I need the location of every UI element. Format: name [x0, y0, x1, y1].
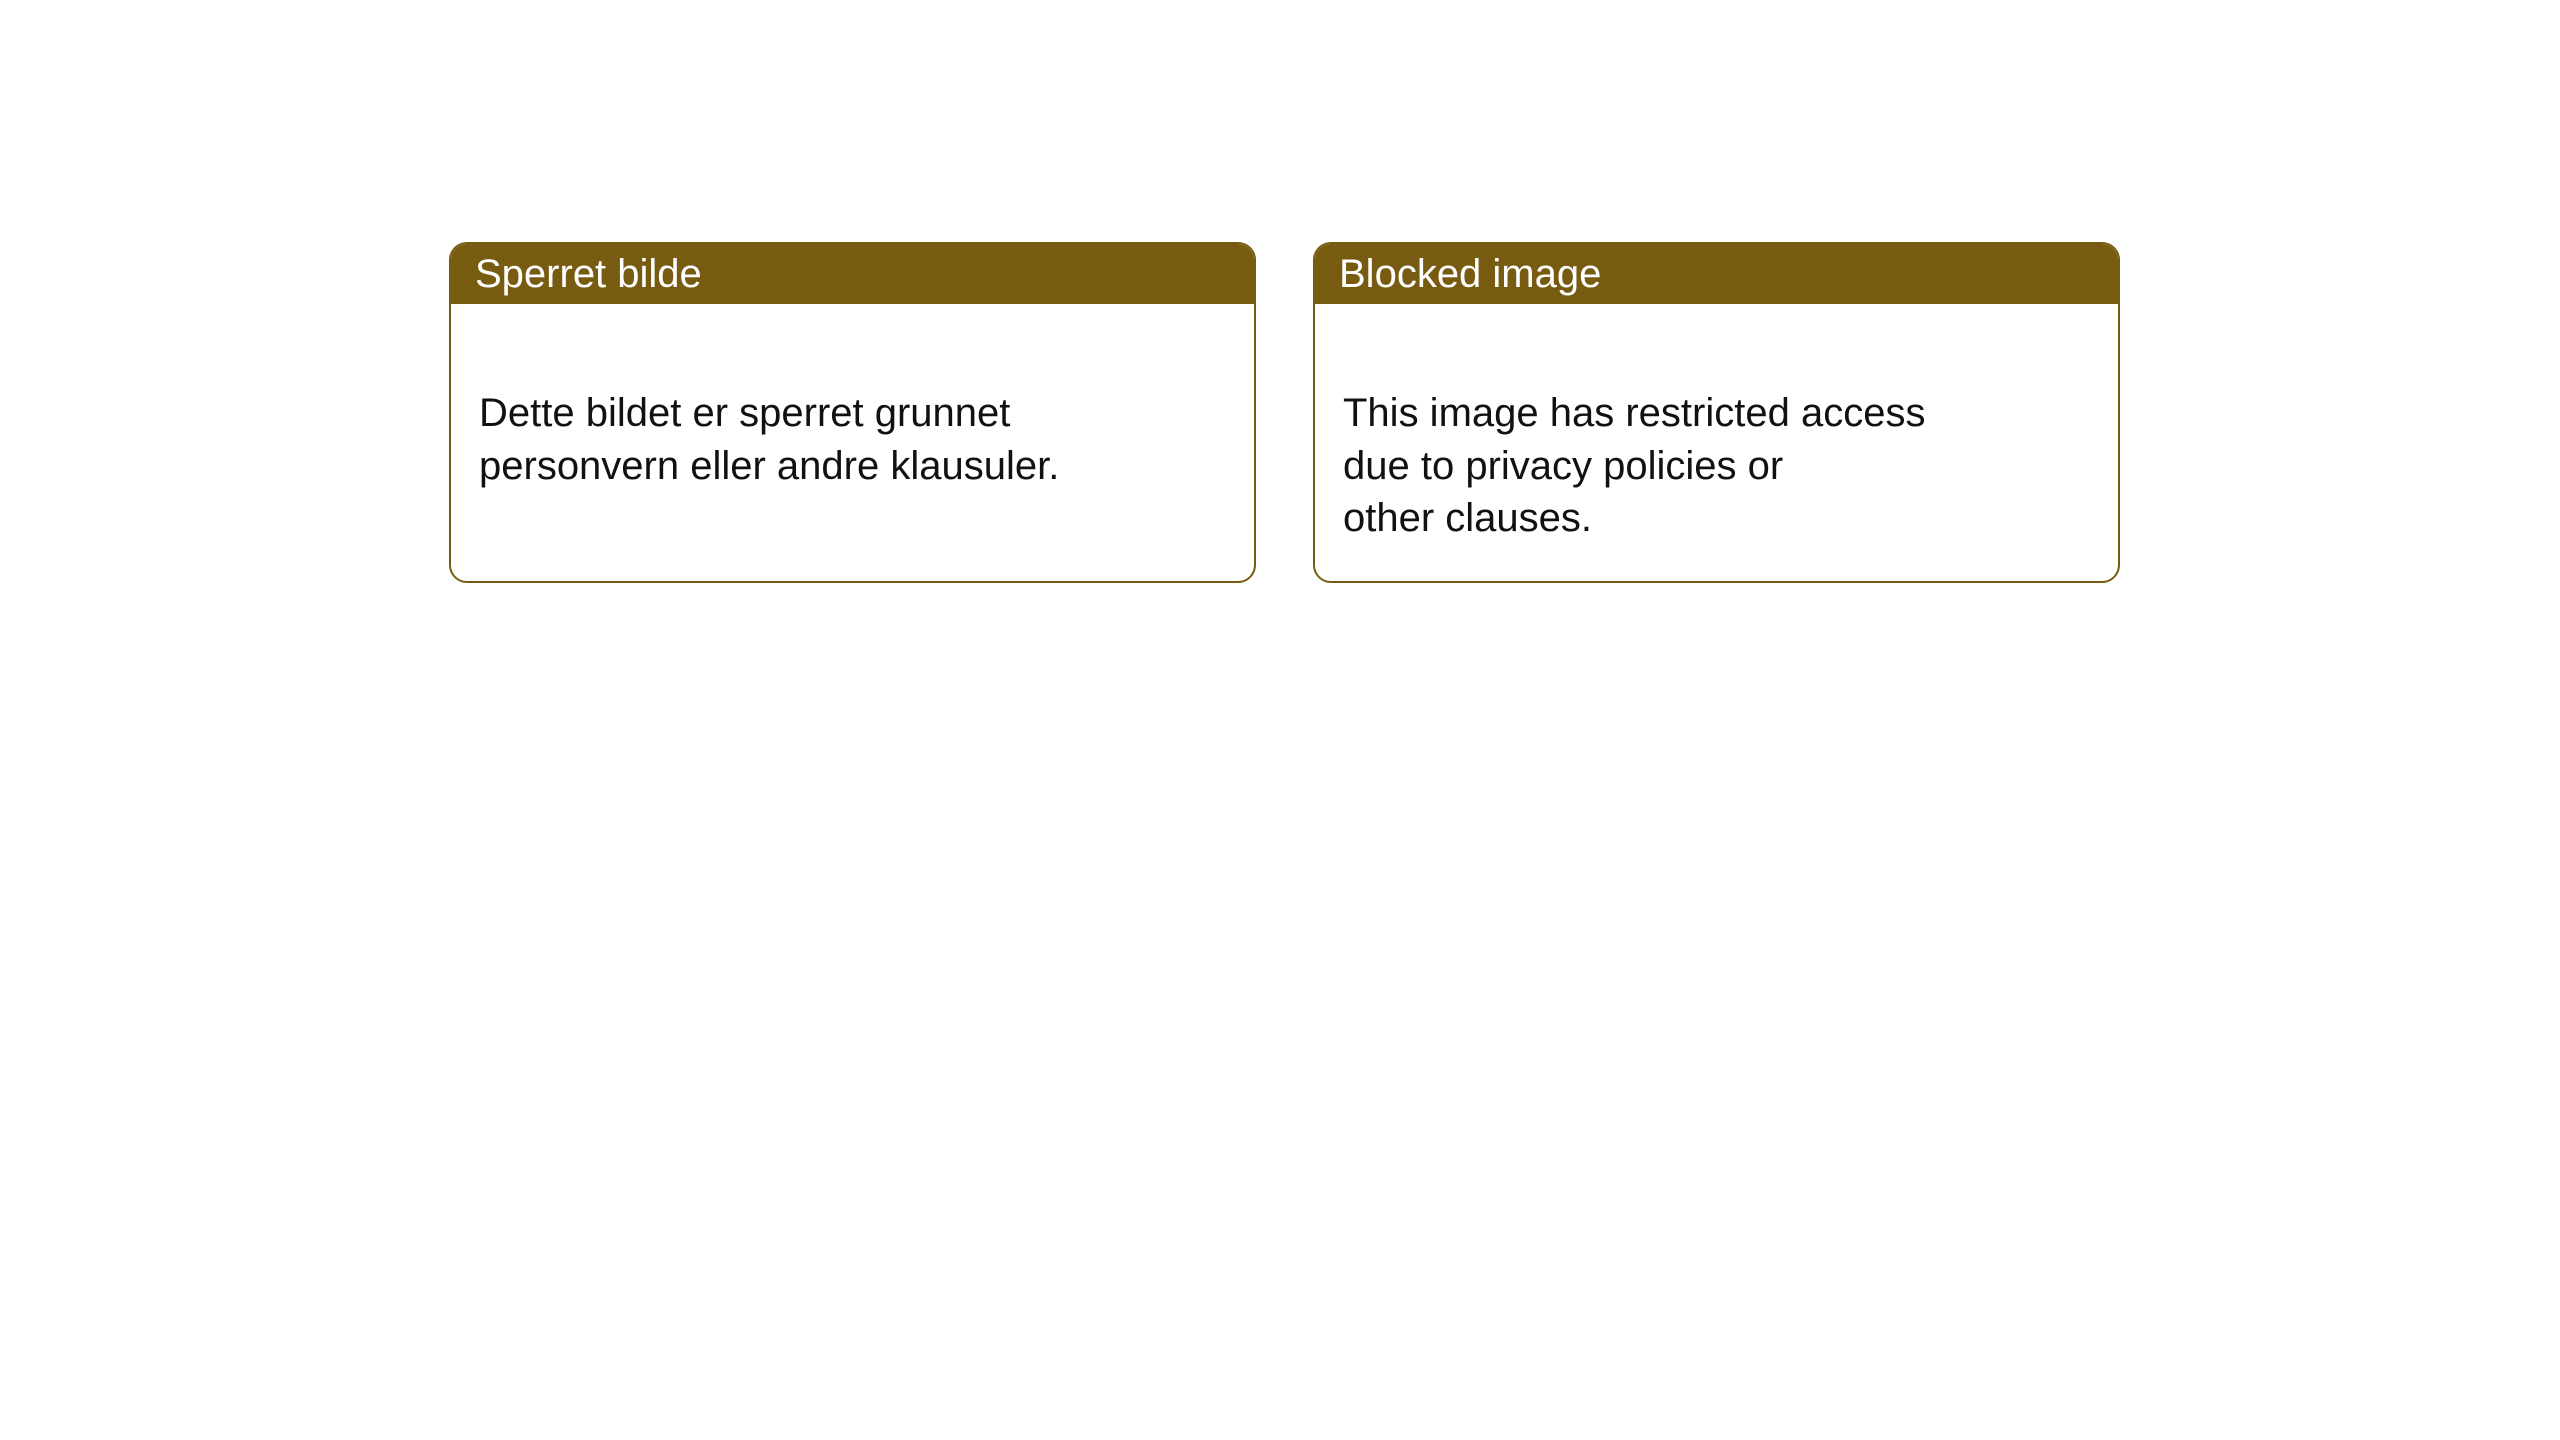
card-body-en: This image has restricted access due to …	[1315, 304, 2118, 581]
card-title-no: Sperret bilde	[475, 252, 702, 297]
page: Sperret bilde Dette bildet er sperret gr…	[0, 0, 2560, 1440]
blocked-image-card-no: Sperret bilde Dette bildet er sperret gr…	[449, 242, 1256, 583]
card-message-no: Dette bildet er sperret grunnet personve…	[479, 391, 1059, 488]
card-header-no: Sperret bilde	[451, 244, 1254, 304]
notice-cards-row: Sperret bilde Dette bildet er sperret gr…	[449, 242, 2120, 583]
card-title-en: Blocked image	[1339, 252, 1601, 297]
blocked-image-card-en: Blocked image This image has restricted …	[1313, 242, 2120, 583]
card-message-en: This image has restricted access due to …	[1343, 391, 1925, 541]
card-header-en: Blocked image	[1315, 244, 2118, 304]
card-body-no: Dette bildet er sperret grunnet personve…	[451, 304, 1254, 581]
